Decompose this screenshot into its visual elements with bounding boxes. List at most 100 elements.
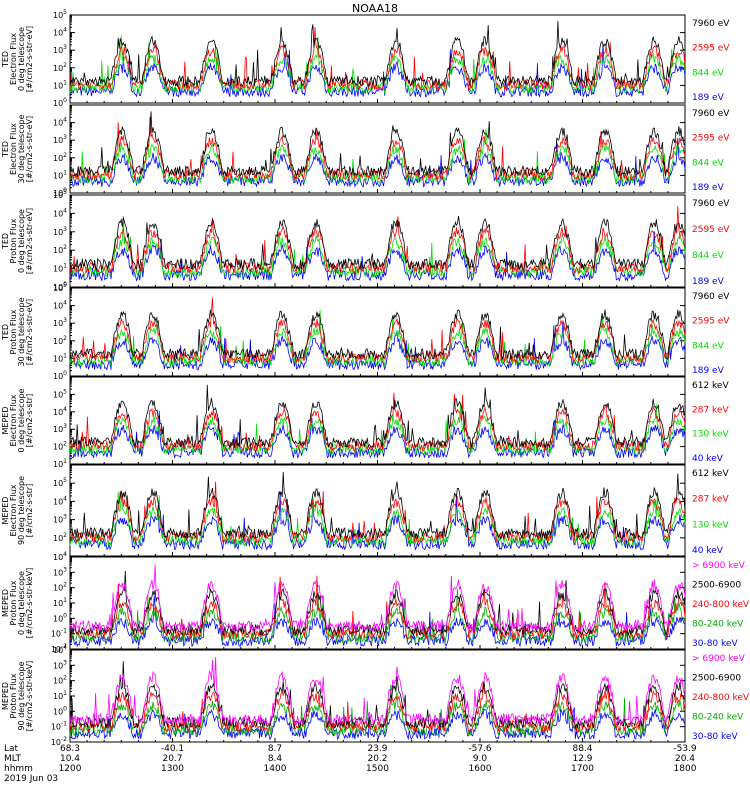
y-tick-label: 104	[53, 551, 67, 562]
y-tick-label: 104	[53, 406, 67, 417]
y-axis-title: TEDProton Flux30 deg telescope[#/cm2-s-s…	[1, 297, 34, 366]
series-trace	[69, 657, 686, 726]
panel-1: 100 101 102 103 104 105 TEDElectron Flux0 deg …	[1, 9, 730, 108]
series-trace	[69, 564, 686, 633]
series-trace	[69, 684, 686, 737]
panel-5: 101 102 103 104 105 MEPEDElectron Flux0 deg t…	[1, 376, 729, 469]
series-trace	[69, 297, 686, 365]
y-axis-title: TEDElectron Flux0 deg telescope[#/cm2-s-…	[1, 26, 34, 92]
series-trace	[69, 216, 686, 271]
footer-mlt: 12.9	[572, 754, 592, 764]
series-trace	[69, 661, 686, 730]
footer-lat: -53.9	[673, 744, 697, 754]
y-tick-label: 100	[53, 281, 67, 292]
legend-label: 612 keV	[692, 469, 729, 479]
series-trace	[69, 231, 686, 283]
y-tick-label: 10-1	[51, 721, 67, 732]
y-tick-label: 101	[53, 597, 67, 608]
y-tick-label: 103	[53, 317, 67, 328]
footer-hhmm: 1800	[674, 764, 697, 774]
legend-label: > 6900 keV	[692, 654, 746, 664]
y-tick-label: 104	[53, 495, 67, 506]
footer-mlt: 10.4	[60, 754, 80, 764]
footer-mlt: 20.2	[367, 754, 387, 764]
y-tick-label: 105	[53, 282, 67, 293]
legend-label: 80-240 keV	[692, 713, 744, 723]
legend-label: 287 keV	[692, 405, 729, 415]
panel-8: 10-2 10-1 100 101 102 103 104 MEPEDProton Flux9…	[1, 644, 750, 747]
y-axis-title: MEPEDProton Flux0 deg telescope[#/cm2-s-…	[1, 568, 34, 639]
panel-4: 100 101 102 103 104 105 TEDProton Flux30 deg t…	[1, 282, 730, 381]
series-trace	[69, 35, 686, 95]
y-tick-label: 100	[53, 370, 67, 381]
legend-label: 844 eV	[692, 341, 725, 351]
series-trace	[69, 309, 686, 361]
y-tick-label: 103	[53, 659, 67, 670]
footer-lat: 88.4	[572, 744, 592, 754]
y-axis-title: MEPEDElectron Flux90 deg telescope[#/cm2…	[1, 476, 34, 545]
legend-label: 189 eV	[692, 93, 725, 103]
series-trace	[69, 491, 686, 551]
legend-label: 40 keV	[692, 454, 724, 464]
y-tick-label: 104	[53, 300, 67, 311]
legend-label: 189 eV	[692, 183, 725, 193]
y-tick-label: 103	[53, 514, 67, 525]
y-tick-label: 105	[53, 9, 67, 20]
y-axis-title: TEDProton Flux0 deg telescope[#/cm2-s-st…	[1, 208, 34, 274]
footer-lat: -57.6	[468, 744, 492, 754]
legend-label: 30-80 keV	[692, 732, 738, 742]
panel-2: 100 101 102 103 104 TEDElectron Flux30 deg te…	[1, 104, 730, 198]
series-trace	[69, 392, 686, 453]
legend-label: 612 keV	[692, 381, 729, 391]
y-tick-label: 100	[53, 612, 67, 623]
y-tick-label: 103	[53, 566, 67, 577]
y-tick-label: 102	[53, 152, 67, 163]
y-tick-label: 104	[53, 644, 67, 655]
y-tick-label: 102	[53, 62, 67, 73]
legend-label: 130 keV	[692, 520, 729, 530]
legend-label: 2595 eV	[692, 44, 730, 54]
legend-label: 844 eV	[692, 68, 725, 78]
y-tick-label: 101	[53, 169, 67, 180]
footer-hhmm: 1400	[264, 764, 287, 774]
legend-label: 40 keV	[692, 546, 724, 556]
y-tick-label: 10-2	[51, 736, 67, 747]
series-trace	[69, 116, 686, 181]
y-tick-label: 101	[53, 458, 67, 469]
series-trace	[69, 570, 686, 637]
footer-mlt: 20.4	[675, 754, 695, 764]
footer-hhmm: 1200	[59, 764, 82, 774]
footer-row-label: Lat	[4, 744, 19, 754]
footer-hhmm: 1700	[571, 764, 594, 774]
y-tick-label: 100	[53, 187, 67, 198]
y-tick-label: 105	[53, 477, 67, 488]
footer-lat: 8.7	[268, 744, 282, 754]
series-trace	[69, 111, 685, 178]
panel-6: 102 103 104 105 MEPEDElectron Flux90 deg tel…	[1, 464, 729, 557]
legend-label: 2595 eV	[692, 134, 730, 144]
y-tick-label: 100	[53, 97, 67, 108]
legend-label: 80-240 keV	[692, 620, 744, 630]
series-trace	[69, 43, 686, 98]
footer-row-label: hhmm	[4, 764, 33, 774]
legend-label: 189 eV	[692, 366, 725, 376]
y-tick-label: 105	[53, 189, 67, 200]
legend-label: 287 keV	[692, 495, 729, 505]
y-tick-label: 102	[53, 675, 67, 686]
y-axis-title: MEPEDProton Flux90 deg telescope[#/cm2-s…	[1, 661, 34, 732]
y-tick-label: 101	[53, 690, 67, 701]
panels: 100 101 102 103 104 105 TEDElectron Flux0 deg …	[1, 9, 750, 747]
panel-3: 100 101 102 103 104 105 TEDProton Flux0 deg te…	[1, 189, 730, 292]
y-tick-label: 105	[53, 388, 67, 399]
series-trace	[69, 137, 686, 188]
y-tick-label: 104	[53, 27, 67, 38]
legend-label: > 6900 keV	[692, 561, 746, 571]
series-trace	[69, 680, 686, 734]
y-tick-label: 104	[53, 207, 67, 218]
series-trace	[69, 403, 686, 456]
y-axis-title: MEPEDElectron Flux0 deg telescope[#/cm2-…	[1, 388, 34, 452]
series-trace	[69, 26, 686, 91]
footer-mlt: 20.7	[162, 754, 182, 764]
y-tick-label: 101	[53, 79, 67, 90]
